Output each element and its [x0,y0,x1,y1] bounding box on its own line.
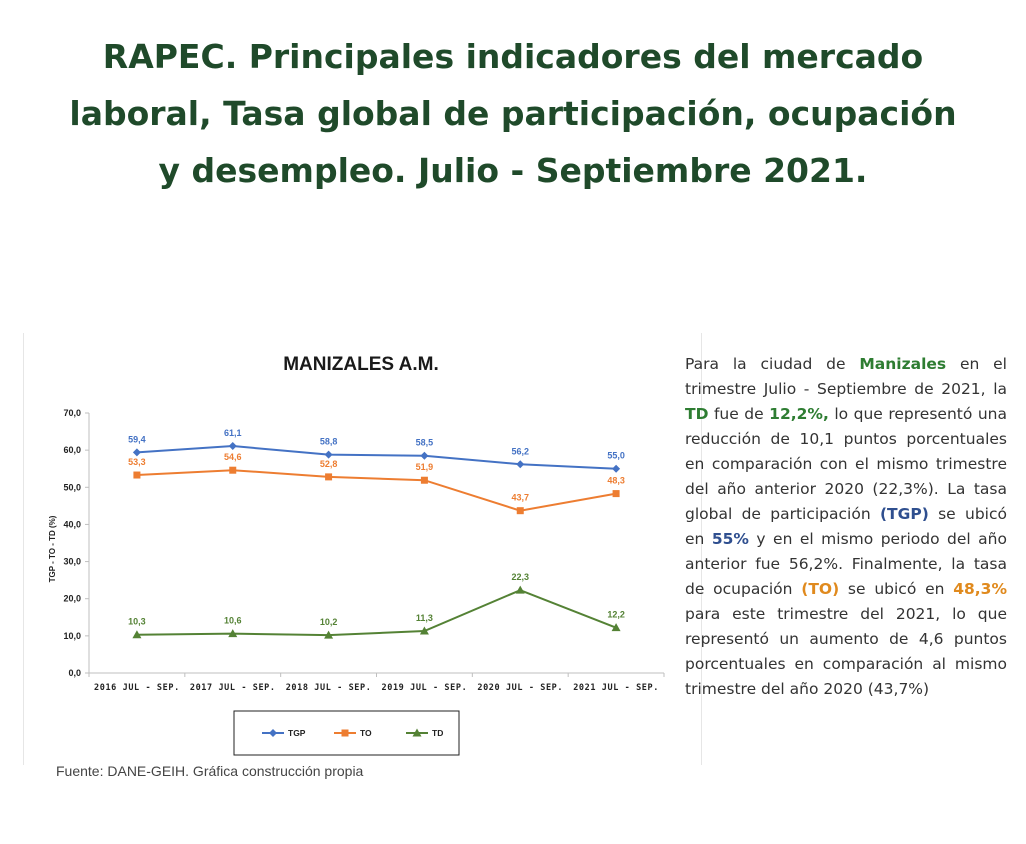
data-label-td: 10,6 [224,616,242,626]
chart-axes: 0,0 10,0 20,0 30,0 40,0 50,0 60,0 70,0 2016 JUL … [63,408,665,693]
page-title: RAPEC. Principales indicadores del merca… [69,37,957,190]
chart-legend: TGP TO TD [233,710,460,756]
data-point-td [228,629,238,638]
data-label-tgp: 58,8 [320,437,338,447]
data-label-td: 22,3 [511,572,529,582]
data-label-td: 10,2 [320,617,338,627]
data-label-td: 10,3 [128,617,146,627]
desc-part-8: para este trimestre del 2021, lo que rep… [685,605,1007,698]
y-tick-label: 50,0 [63,482,81,492]
data-point-td [515,585,525,594]
x-tick-label: 2020 JUL - SEP. [477,683,563,693]
data-label-to: 51,9 [416,462,434,472]
data-label-tgp: 56,2 [511,446,529,456]
x-tick-label: 2017 JUL - SEP. [190,683,276,693]
data-point-to [133,471,141,479]
data-label-tgp: 61,1 [224,428,242,438]
legend-label-tgp: TGP [288,728,306,738]
legend-label-to: TO [360,728,372,738]
data-label-tgp: 59,4 [128,434,146,444]
data-point-tgp [516,460,525,469]
desc-part-7: se ubicó en [839,580,954,598]
data-label-to: 54,6 [224,452,242,462]
tgp-value: 55% [711,530,749,548]
td-value: 12,2%, [769,405,829,423]
chart-plot-area: 59,4 61,1 58,8 58,5 56,2 55,0 53,3 54,6 52,8 51,9… [128,428,625,639]
data-point-tgp [228,442,237,451]
chart-title: MANIZALES A.M. [283,354,439,375]
data-point-td [611,623,621,632]
legend-marker-tgp [269,729,277,737]
x-tick-label: 2016 JUL - SEP. [94,683,180,693]
data-point-td [132,630,142,639]
legend-marker-to [341,729,349,737]
data-label-to: 52,8 [320,459,338,469]
city-name: Manizales [859,355,947,373]
legend-label-td: TD [432,728,443,738]
desc-part-6: y en el mismo periodo del año anterior f… [685,530,1007,598]
data-point-to [420,476,428,484]
data-point-td [419,626,429,635]
tgp-label: (TGP) [879,505,929,523]
data-point-to [612,490,620,498]
data-label-to: 48,3 [607,476,625,486]
series-line-tgp [136,445,617,470]
data-label-to: 43,7 [511,493,529,503]
x-tick-label: 2018 JUL - SEP. [286,683,372,693]
td-label: TD [685,405,709,423]
description-text: Para la ciudad de Manizales en el trimes… [685,352,1007,702]
series-line-td [136,589,617,637]
y-tick-label: 10,0 [63,631,81,641]
data-point-tgp [132,448,141,457]
legend-marker-td [412,728,422,737]
data-point-to [516,507,524,515]
y-tick-label: 20,0 [63,594,81,604]
x-tick-label: 2021 JUL - SEP. [573,683,659,693]
desc-part-3: fue de [708,405,770,423]
y-tick-label: 60,0 [63,445,81,455]
source-note: Fuente: DANE-GEIH. Gráfica construcción … [56,763,364,779]
line-chart: MANIZALES A.M. TGP - TO - TD (%) 0,0 10,0… [48,354,665,756]
desc-part-1: Para la ciudad de [685,355,860,373]
x-tick-label: 2019 JUL - SEP. [382,683,468,693]
y-axis-label: TGP - TO - TD (%) [48,515,57,582]
data-point-to [325,473,333,481]
desc-part-4: lo que representó una reducción de 10,1 … [685,405,1007,523]
data-point-to [229,466,237,474]
desc-part-5: se ubicó en [685,505,1007,548]
data-label-td: 12,2 [607,610,625,620]
data-point-td [324,630,334,639]
desc-part-2: en el trimestre Julio - Septiembre de 20… [685,355,1007,398]
y-tick-label: 0,0 [68,668,81,678]
data-point-tgp [420,451,429,460]
series-line-to [136,469,617,512]
data-point-tgp [324,450,333,459]
to-value: 48,3% [953,580,1007,598]
data-label-tgp: 58,5 [416,438,434,448]
data-point-tgp [612,464,621,473]
y-tick-label: 40,0 [63,519,81,529]
data-label-tgp: 55,0 [607,451,625,461]
y-tick-label: 70,0 [63,408,81,418]
data-label-td: 11,3 [416,613,433,623]
to-label: (TO) [801,580,840,598]
y-tick-label: 30,0 [63,557,81,567]
chart-container: MANIZALES A.M. TGP - TO - TD (%) 0,0 10,0… [23,333,702,765]
data-label-to: 53,3 [128,457,146,467]
